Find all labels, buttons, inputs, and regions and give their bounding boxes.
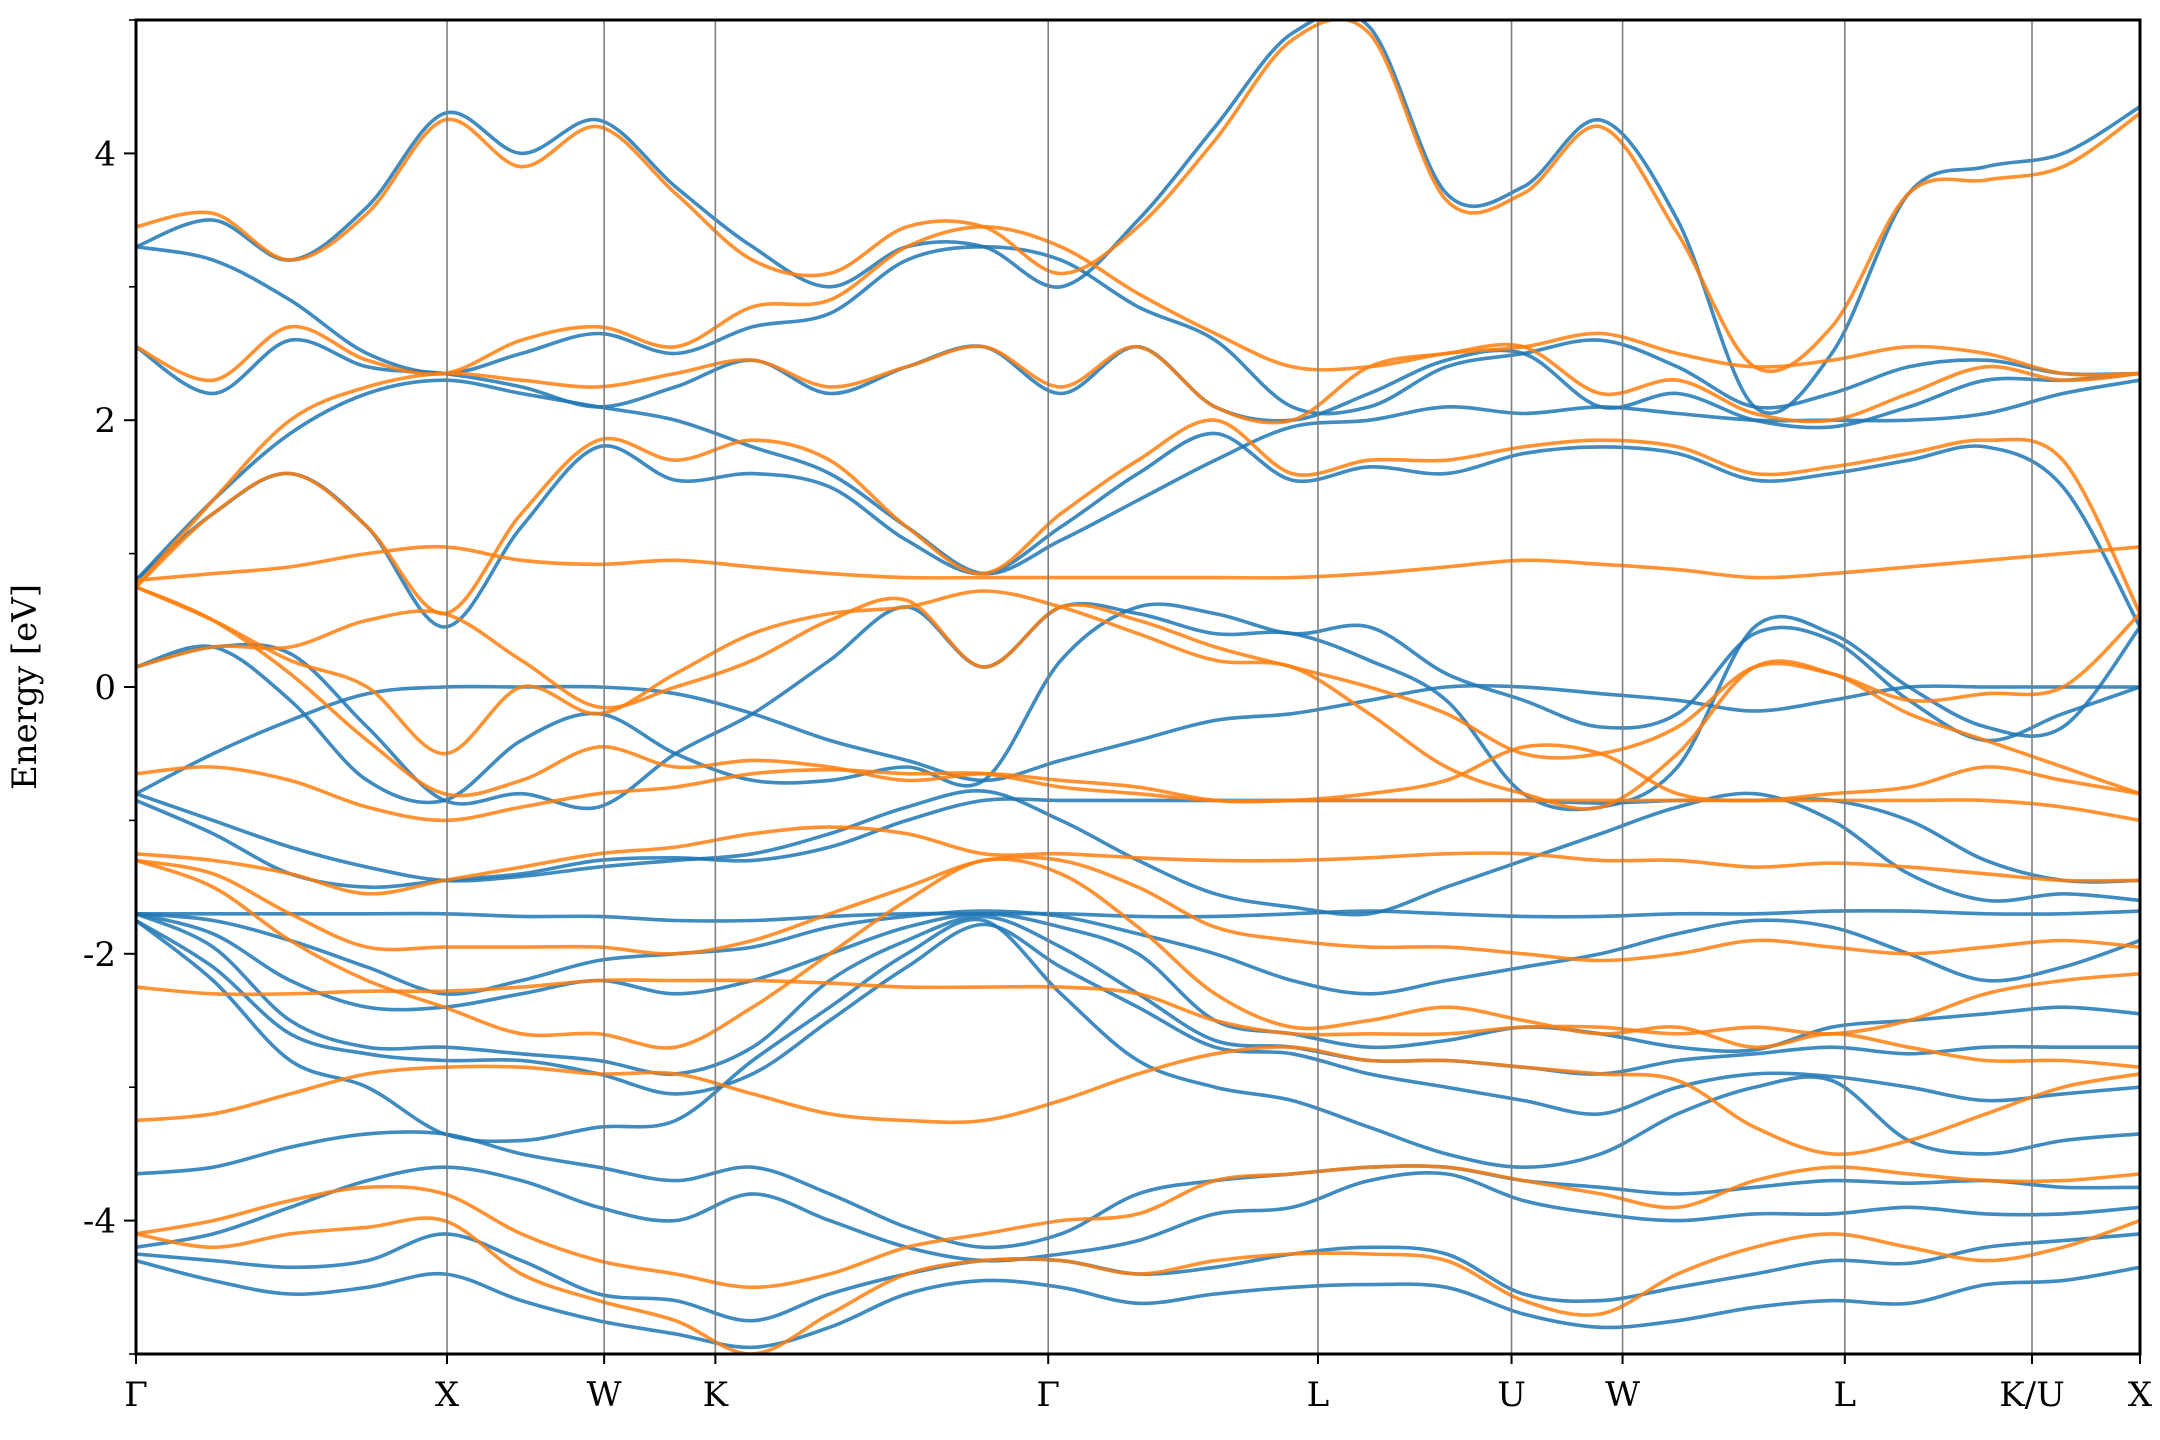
bands-layer bbox=[136, 20, 2140, 1354]
band-line-set1-4 bbox=[136, 1130, 2140, 1250]
band-line-set2-6 bbox=[136, 855, 2140, 963]
band-line-set2-14 bbox=[136, 342, 2140, 589]
x-tick-label: X bbox=[435, 1375, 460, 1415]
band-line-set2-8 bbox=[136, 765, 2140, 823]
x-tick-label: Γ bbox=[1036, 1375, 1060, 1415]
band-line-set1-15 bbox=[136, 601, 2140, 812]
band-line-set1-14 bbox=[136, 602, 2140, 805]
x-tick-label: K bbox=[703, 1375, 729, 1415]
band-line-set2-13 bbox=[136, 418, 2140, 616]
x-tick-label: K/U bbox=[1999, 1375, 2065, 1415]
y-axis-label: Energy [eV] bbox=[5, 584, 45, 790]
x-ticks-layer: Γ X W K Γ L U W L K/U X bbox=[124, 1354, 2153, 1415]
band-line-set2-16 bbox=[136, 20, 2140, 374]
band-line-set2-4 bbox=[136, 972, 2140, 1037]
band-line-set1-8 bbox=[136, 912, 2140, 1054]
band-line-set2-7 bbox=[136, 825, 2140, 896]
band-line-set2-1 bbox=[136, 1216, 2140, 1354]
band-line-set1-17 bbox=[136, 378, 2140, 583]
y-tick-label: -4 bbox=[83, 1202, 116, 1242]
y-tick-label: 2 bbox=[94, 401, 116, 441]
band-line-set1-18 bbox=[136, 337, 2140, 430]
band-line-set1-16 bbox=[136, 431, 2140, 629]
y-tick-label: 0 bbox=[94, 668, 116, 708]
band-line-set2-15 bbox=[136, 225, 2140, 383]
band-line-set1-20 bbox=[136, 20, 2140, 415]
x-tick-label: W bbox=[1605, 1375, 1640, 1415]
band-line-set1-6 bbox=[136, 918, 2140, 1116]
band-line-set2-11 bbox=[136, 596, 2140, 760]
band-line-set2-12 bbox=[136, 544, 2140, 583]
x-tick-label: W bbox=[587, 1375, 622, 1415]
band-line-set1-11 bbox=[136, 797, 2140, 890]
x-tick-label: L bbox=[1834, 1375, 1857, 1415]
band-line-set1-2 bbox=[136, 1232, 2140, 1323]
kpoint-lines-layer bbox=[446, 20, 2033, 1354]
band-line-set1-19 bbox=[136, 245, 2140, 416]
x-tick-label: Γ bbox=[124, 1375, 148, 1415]
band-line-set1-9 bbox=[136, 909, 2140, 996]
band-line-set1-13 bbox=[136, 683, 2140, 796]
band-line-set1-10 bbox=[136, 909, 2140, 923]
band-line-set2-9 bbox=[136, 585, 2140, 804]
band-line-set1-5 bbox=[136, 917, 2140, 1169]
band-line-set1-7 bbox=[136, 912, 2140, 1076]
y-ticks-layer: -4 -2 0 2 4 bbox=[83, 19, 136, 1355]
band-line-set1-12 bbox=[136, 789, 2140, 917]
band-line-set1-1 bbox=[136, 1258, 2140, 1350]
band-line-set2-3 bbox=[136, 1045, 2140, 1157]
x-tick-label: L bbox=[1307, 1375, 1330, 1415]
x-tick-label: U bbox=[1497, 1375, 1526, 1415]
band-line-set2-5 bbox=[136, 857, 2140, 1069]
x-tick-label: X bbox=[2128, 1375, 2153, 1415]
y-tick-label: -2 bbox=[83, 935, 116, 975]
band-line-set1-3 bbox=[136, 1165, 2140, 1263]
band-line-set2-2 bbox=[136, 1164, 2140, 1290]
y-tick-label: 4 bbox=[94, 134, 116, 174]
